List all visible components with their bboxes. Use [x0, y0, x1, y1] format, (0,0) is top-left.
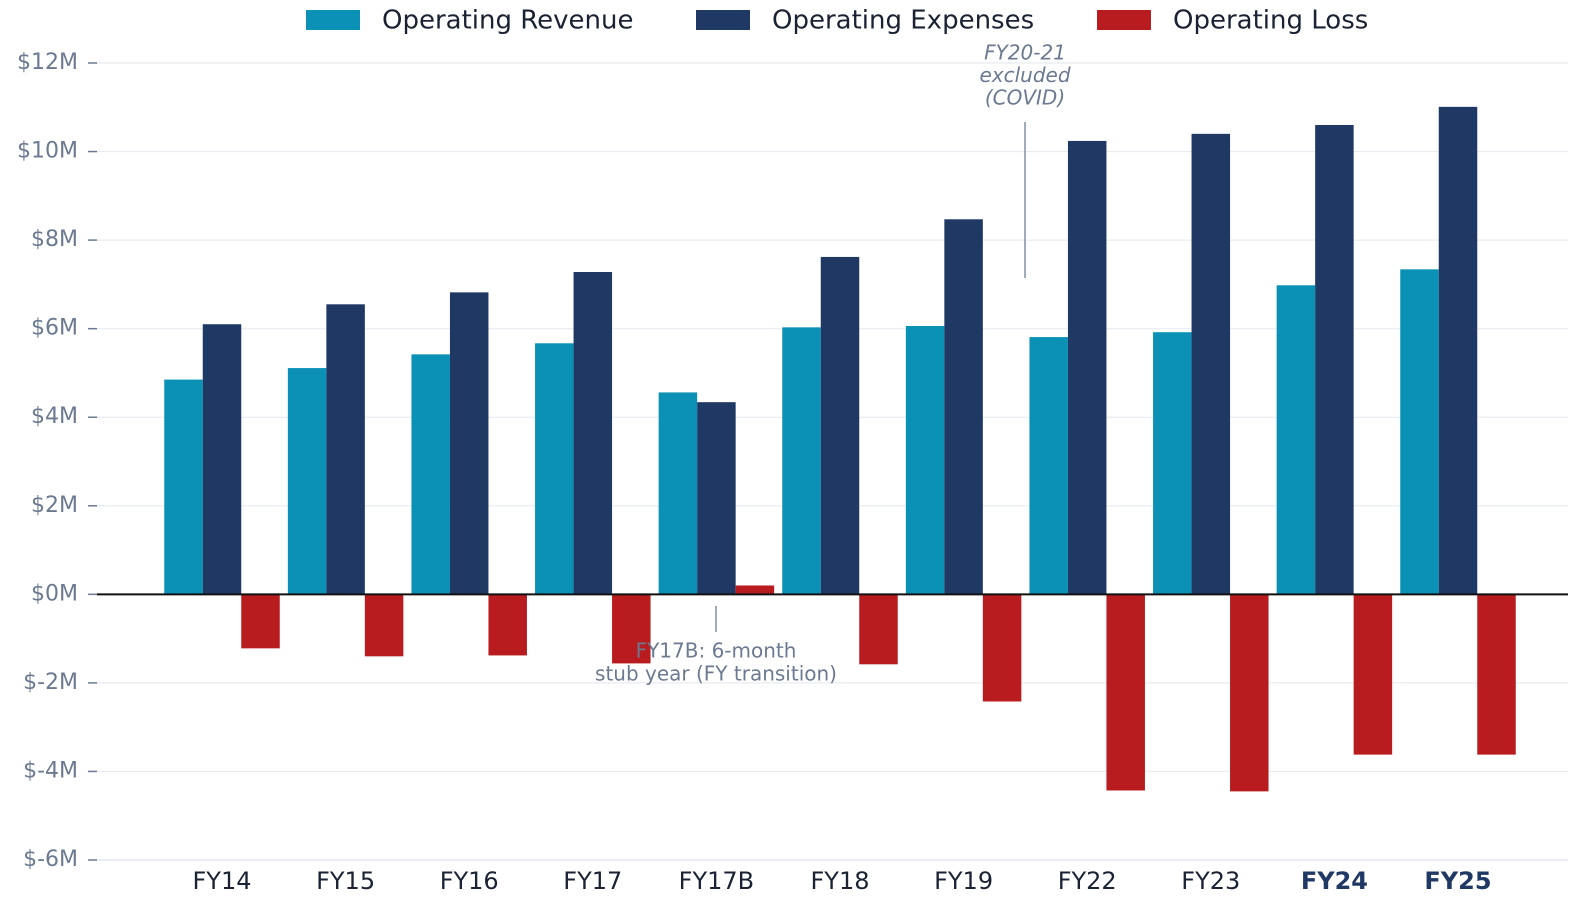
x-tick-label: FY24 [1301, 867, 1368, 895]
legend-swatch [696, 10, 750, 30]
bar [735, 585, 775, 595]
bar [1353, 594, 1393, 755]
x-tick-label: FY17B [679, 867, 754, 895]
bar [202, 324, 242, 595]
x-tick-label: FY22 [1058, 867, 1117, 895]
y-tick-label: $10M [17, 139, 78, 164]
bar [1400, 269, 1439, 595]
bar [449, 292, 489, 595]
y-tick-label: $-4M [23, 758, 78, 783]
y-tick-label: $-2M [23, 670, 78, 695]
bar [1067, 140, 1107, 595]
bar [612, 594, 651, 664]
y-tick-label: $-6M [23, 847, 78, 872]
y-tick-label: $12M [17, 50, 78, 75]
legend-label: Operating Loss [1173, 6, 1368, 36]
bar [1477, 594, 1516, 755]
bar [982, 594, 1022, 702]
bar [1029, 337, 1068, 595]
y-tick-label: $2M [31, 493, 78, 518]
legend-label: Operating Revenue [382, 6, 633, 36]
bar [820, 256, 860, 595]
y-tick-label: $8M [31, 227, 78, 252]
x-tick-label: FY15 [316, 867, 375, 895]
x-tick-label: FY19 [934, 867, 993, 895]
y-tick-label: $0M [31, 581, 78, 606]
bar [364, 594, 404, 657]
bar [287, 368, 327, 595]
bar [658, 392, 698, 595]
legend-swatch [1097, 10, 1151, 30]
y-tick-label: $6M [31, 316, 78, 341]
bar [944, 219, 983, 595]
bar [1276, 285, 1316, 595]
bar [859, 594, 898, 665]
annotation-text: FY20-21 [984, 41, 1066, 65]
bar [535, 343, 574, 595]
bar [905, 326, 945, 595]
bar [1315, 124, 1354, 595]
bar [1106, 594, 1145, 791]
bar [1191, 133, 1231, 595]
bar [326, 304, 365, 595]
y-tick-label: $4M [31, 404, 78, 429]
bar [697, 402, 736, 595]
x-tick-label: FY25 [1424, 867, 1491, 895]
x-tick-label: FY16 [440, 867, 499, 895]
annotation-text: stub year (FY transition) [595, 662, 837, 686]
bar [411, 354, 450, 595]
x-tick-label: FY18 [810, 867, 869, 895]
bar [164, 379, 203, 595]
bar [1230, 594, 1269, 792]
bar [1438, 106, 1478, 595]
legend-swatch [306, 10, 360, 30]
annotation-text: excluded [979, 63, 1070, 87]
bar [1153, 332, 1192, 595]
bar [782, 327, 821, 595]
bar [241, 594, 280, 649]
annotation-text: FY17B: 6-month [636, 639, 797, 663]
bar [488, 594, 527, 656]
x-tick-label: FY17 [563, 867, 622, 895]
bar [573, 271, 613, 595]
x-tick-label: FY14 [192, 867, 251, 895]
x-tick-label: FY23 [1181, 867, 1240, 895]
legend-label: Operating Expenses [772, 6, 1034, 36]
annotation-text: (COVID) [985, 86, 1065, 110]
